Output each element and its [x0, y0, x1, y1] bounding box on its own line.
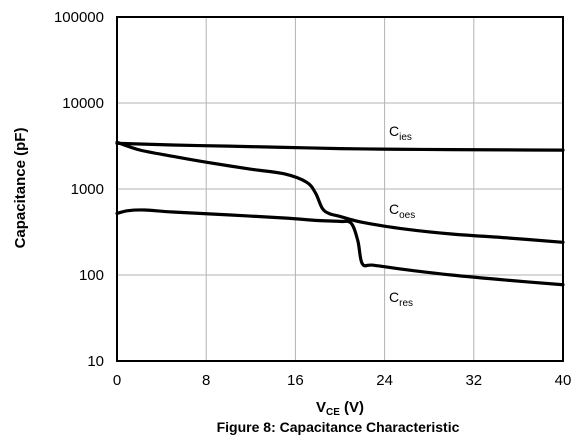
series-line-ies — [115, 141, 565, 152]
series-label-oes: Coes — [389, 201, 415, 221]
y-tick-label: 10000 — [62, 95, 104, 112]
series-labels: Cies Coes Cres — [389, 123, 415, 309]
x-tick-label: 0 — [113, 372, 121, 389]
x-axis-label: VCE (V) — [316, 399, 364, 418]
x-tick-label: 24 — [376, 372, 393, 389]
x-tick-label: 32 — [465, 372, 482, 389]
series-line-oes — [115, 140, 565, 244]
plot-frame — [116, 16, 564, 362]
grid — [117, 17, 563, 361]
y-axis-label: Capacitance (pF) — [12, 128, 29, 249]
x-tick-label: 40 — [555, 372, 572, 389]
series-label-ies: Cies — [389, 123, 412, 143]
x-tick-label: 16 — [287, 372, 304, 389]
x-tick-label: 8 — [202, 372, 210, 389]
y-tick-label: 100000 — [54, 9, 104, 26]
y-tick-label: 100 — [79, 267, 104, 284]
series-layer — [115, 140, 565, 287]
figure-caption: Figure 8: Capacitance Characteristic — [217, 419, 460, 435]
series-line-res — [115, 208, 565, 287]
y-tick-label: 1000 — [71, 181, 104, 198]
tick-labels: 0 8 16 24 32 40 10 100 1000 10000 100000 — [54, 9, 571, 389]
series-label-res: Cres — [389, 289, 413, 309]
y-tick-label: 10 — [87, 353, 104, 370]
